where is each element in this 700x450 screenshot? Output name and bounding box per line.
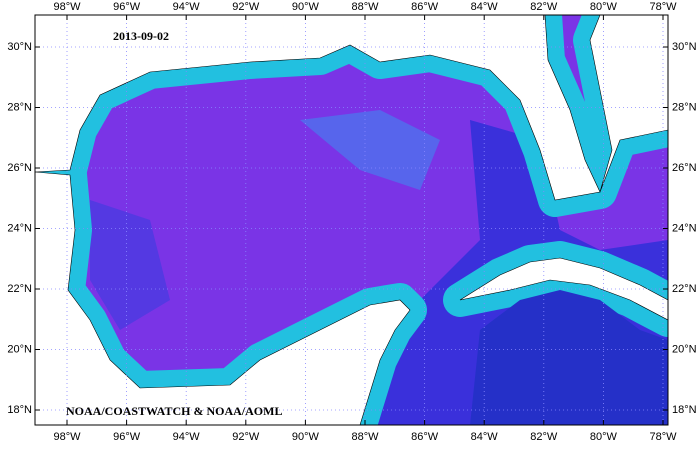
- lat-label: 28°N: [672, 101, 697, 113]
- lon-label: 98°W: [53, 431, 81, 443]
- lat-label: 30°N: [7, 41, 32, 53]
- lat-label: 28°N: [7, 101, 32, 113]
- lat-label: 20°N: [672, 343, 697, 355]
- land: [35, 171, 411, 425]
- land: [459, 257, 668, 321]
- lat-label: 26°N: [7, 162, 32, 174]
- lon-label: 90°W: [292, 1, 320, 13]
- lon-label: 82°W: [530, 431, 558, 443]
- lon-label: 86°W: [411, 1, 439, 13]
- lon-label: 80°W: [590, 1, 618, 13]
- lat-label: 22°N: [7, 283, 32, 295]
- lon-label: 96°W: [113, 1, 141, 13]
- lat-label: 18°N: [7, 404, 32, 416]
- lon-label: 78°W: [649, 431, 677, 443]
- lat-label: 24°N: [672, 222, 697, 234]
- lon-label: 90°W: [292, 431, 320, 443]
- lon-label: 92°W: [232, 431, 260, 443]
- lon-label: 78°W: [649, 1, 677, 13]
- lat-label: 24°N: [7, 222, 32, 234]
- ocean-patch: [300, 110, 440, 190]
- ocean-patch: [90, 200, 170, 330]
- lon-label: 98°W: [53, 1, 81, 13]
- lon-label: 92°W: [232, 1, 260, 13]
- lon-label: 86°W: [411, 431, 439, 443]
- lon-label: 96°W: [113, 431, 141, 443]
- map-frame: [34, 14, 669, 426]
- coast: [35, 15, 668, 425]
- map-image: [35, 15, 668, 425]
- lat-label: 26°N: [672, 162, 697, 174]
- lon-label: 94°W: [173, 431, 201, 443]
- lat-label: 30°N: [672, 41, 697, 53]
- lon-label: 94°W: [173, 1, 201, 13]
- lon-label: 84°W: [471, 1, 499, 13]
- land: [35, 15, 668, 201]
- lon-label: 88°W: [351, 1, 379, 13]
- caribbean: [470, 290, 668, 425]
- credit-label: NOAA/COASTWATCH & NOAA/AOML: [66, 404, 282, 418]
- lon-label: 80°W: [590, 431, 618, 443]
- date-label: 2013-09-02: [113, 29, 169, 43]
- lon-label: 82°W: [530, 1, 558, 13]
- lat-label: 18°N: [672, 404, 697, 416]
- lon-label: 88°W: [351, 431, 379, 443]
- lat-label: 22°N: [672, 283, 697, 295]
- lat-label: 20°N: [7, 343, 32, 355]
- lon-label: 84°W: [471, 431, 499, 443]
